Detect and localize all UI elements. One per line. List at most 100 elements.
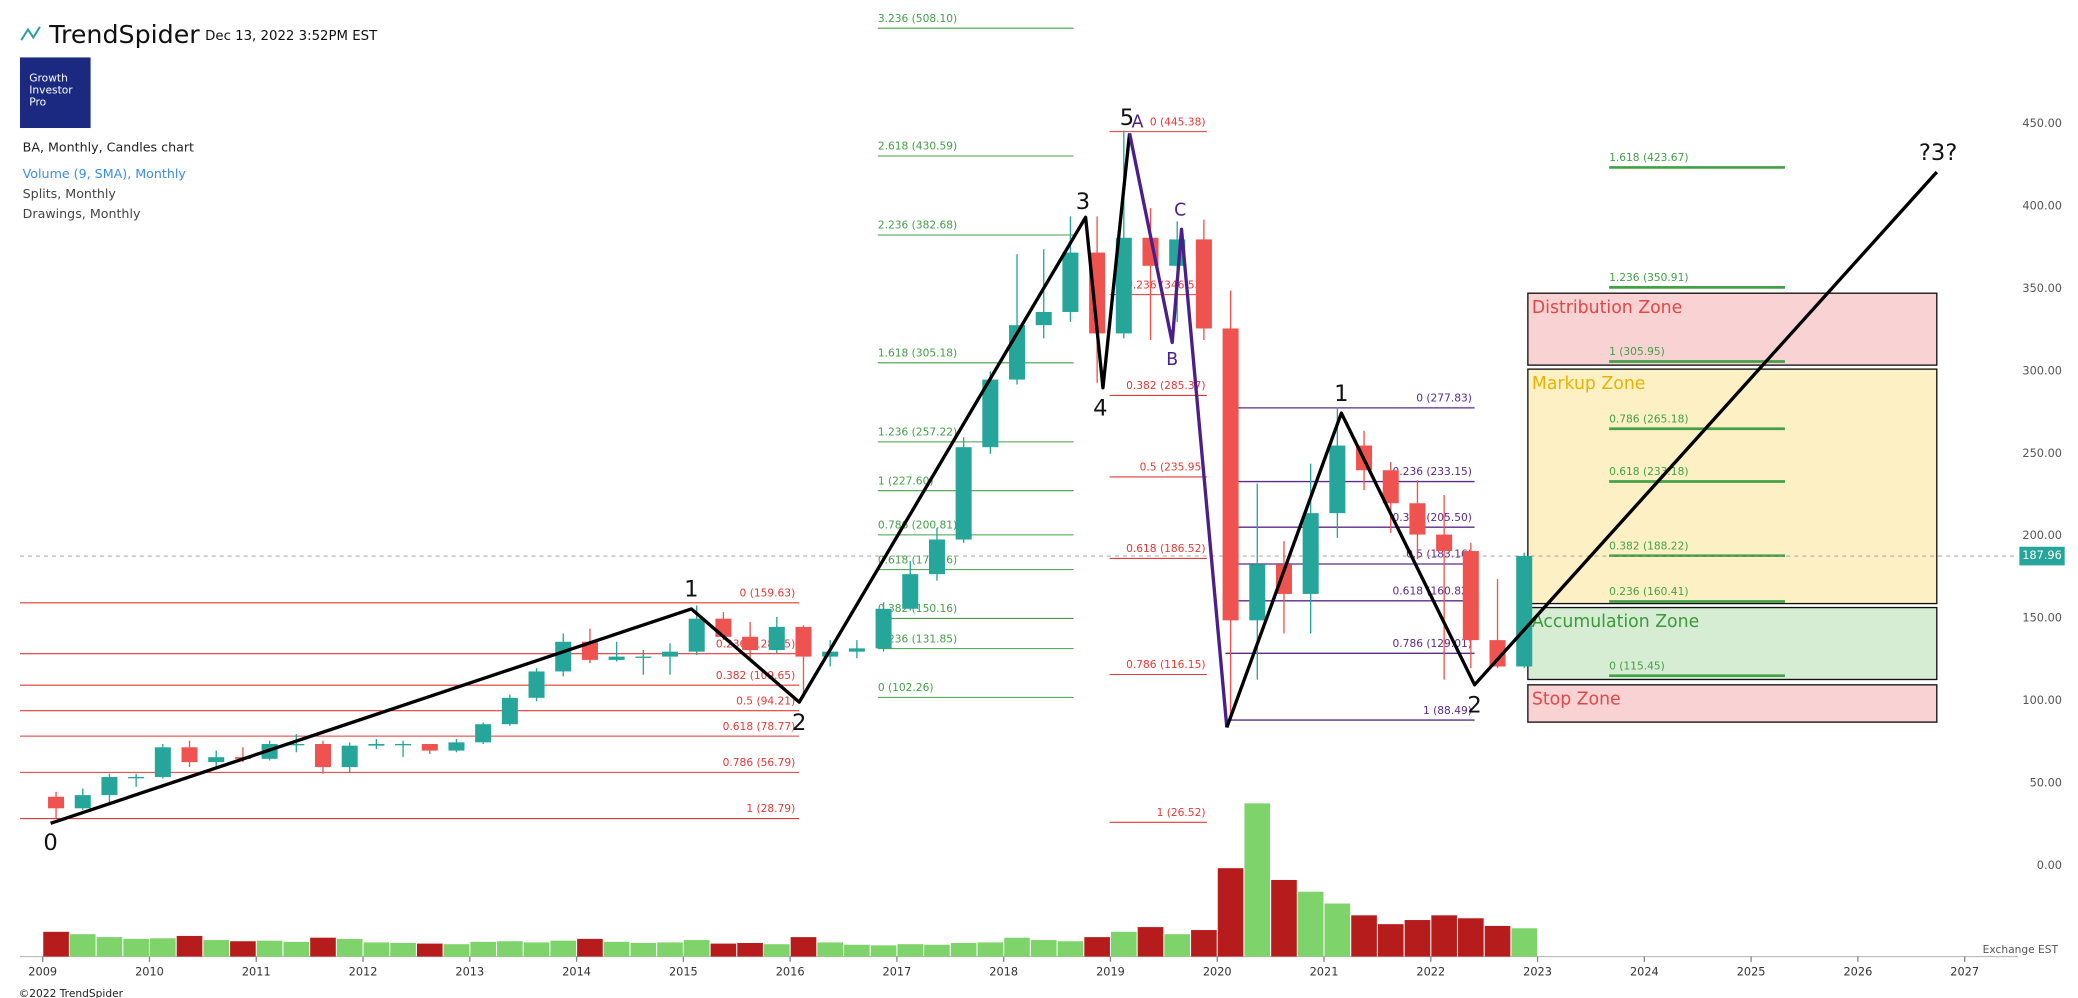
candle-body [848, 648, 865, 652]
y-tick-label: 150.00 [2022, 611, 2062, 625]
candle-body [395, 743, 412, 746]
fib-label: 0.786 (200.81) [878, 519, 957, 532]
exchange: Exchange EST [1983, 943, 2059, 956]
volume-bar [1057, 941, 1084, 957]
x-tick-label: 2016 [776, 965, 805, 979]
fib-label: 0.382 (205.50) [1393, 511, 1472, 524]
logo-text: Investor [29, 84, 73, 97]
fib-label: 0.618 (78.77) [723, 720, 796, 733]
volume-bar [1404, 920, 1431, 957]
volume-bar [1030, 940, 1057, 957]
candle-body [688, 618, 705, 652]
volume-bar [256, 940, 283, 957]
volume-bar [416, 943, 443, 957]
candle-body [955, 447, 972, 540]
x-tick-label: 2019 [1096, 965, 1125, 979]
volume-bar [69, 934, 96, 957]
wave-label: 0 [43, 830, 57, 856]
volume-bar [523, 942, 550, 957]
x-tick-label: 2027 [1950, 965, 1979, 979]
candle-body [1516, 556, 1533, 667]
x-tick-label: 2025 [1737, 965, 1766, 979]
x-tick-label: 2012 [349, 965, 378, 979]
volume-bar [1164, 934, 1191, 957]
wave-label: 2 [792, 710, 806, 736]
fib-label: 3.236 (508.10) [878, 12, 957, 25]
volume-bar [1377, 924, 1404, 957]
volume-bar [603, 941, 630, 957]
volume-bar [150, 938, 176, 957]
volume-bar [283, 941, 310, 957]
volume-bar [176, 935, 203, 957]
candle-body [128, 776, 145, 779]
volume-bar [977, 942, 1004, 957]
x-tick-label: 2014 [562, 965, 591, 979]
wave-line [1127, 133, 1229, 728]
volume-bar [1484, 925, 1511, 957]
volume-bar [1431, 915, 1457, 957]
fib-label: 0.786 (265.18) [1609, 412, 1688, 425]
y-tick-label: 50.00 [2030, 776, 2062, 790]
candle-body [1035, 311, 1052, 326]
candle-body [528, 671, 545, 698]
legend-item: BA, Monthly, Candles chart [23, 140, 194, 155]
candle-body [1302, 513, 1319, 594]
volume-bar [817, 942, 843, 957]
fib-label: 0.382 (285.37) [1126, 379, 1205, 392]
x-tick-label: 2023 [1523, 965, 1552, 979]
volume-bar [1137, 927, 1164, 957]
fib-label: 1.236 (350.91) [1609, 271, 1688, 284]
volume-bar [950, 943, 977, 957]
wave-line [1225, 170, 1939, 729]
volume-bar [310, 937, 336, 957]
volume-bar [363, 942, 390, 957]
fib-label: 1 (305.95) [1609, 345, 1665, 358]
volume-bar [43, 931, 69, 957]
candle-body [928, 539, 945, 575]
x-tick-label: 2011 [242, 965, 271, 979]
volume-bar [710, 943, 737, 957]
candle-body [1195, 239, 1212, 329]
last-price-tag [2019, 546, 2065, 566]
fib-label: 0.5 (183.16) [1406, 548, 1472, 561]
candle-body [1489, 640, 1506, 667]
logo-text: Pro [29, 96, 46, 109]
candle-body [1062, 252, 1079, 312]
legend-item: Splits, Monthly [23, 186, 117, 201]
fib-label: 0 (102.26) [878, 681, 934, 694]
fib-label: 1.618 (305.18) [878, 346, 957, 359]
candle-body [448, 742, 465, 751]
candle-body [1436, 534, 1453, 552]
candle-body [101, 776, 118, 796]
candle-body [314, 743, 332, 768]
volume-bar [844, 944, 870, 957]
volume-bar [1297, 891, 1324, 957]
candle-body [341, 745, 358, 768]
y-tick-label: 400.00 [2022, 198, 2062, 212]
candle-body [1222, 328, 1239, 621]
fib-label: 0.236 (346.53) [1126, 278, 1205, 291]
fib-label: 1 (26.52) [1157, 806, 1206, 819]
zone [1527, 368, 1938, 605]
volume-bar [1191, 930, 1217, 957]
wave-label: 1 [684, 577, 698, 603]
last-price-label: 187.96 [2022, 548, 2062, 562]
x-tick-label: 2020 [1203, 965, 1232, 979]
candle-body [1275, 564, 1292, 594]
candle-body [421, 743, 438, 751]
volume-bar [1458, 918, 1484, 957]
legend-item: Volume (9, SMA), Monthly [23, 166, 187, 181]
candle-body [74, 795, 91, 809]
candle-body [608, 656, 625, 660]
candle-body [154, 747, 171, 777]
wave-label: ?3? [1919, 140, 1957, 166]
wave-label: C [1174, 201, 1186, 221]
candle-body [581, 641, 598, 660]
candle-body [635, 656, 652, 658]
volume-bar [577, 938, 603, 957]
y-tick-label: 450.00 [2022, 116, 2062, 130]
fib-label: 0.236 (160.41) [1609, 585, 1688, 598]
fib-label: 0.5 (94.21) [736, 694, 795, 707]
copyright: ©2022 TrendSpider [19, 987, 124, 998]
